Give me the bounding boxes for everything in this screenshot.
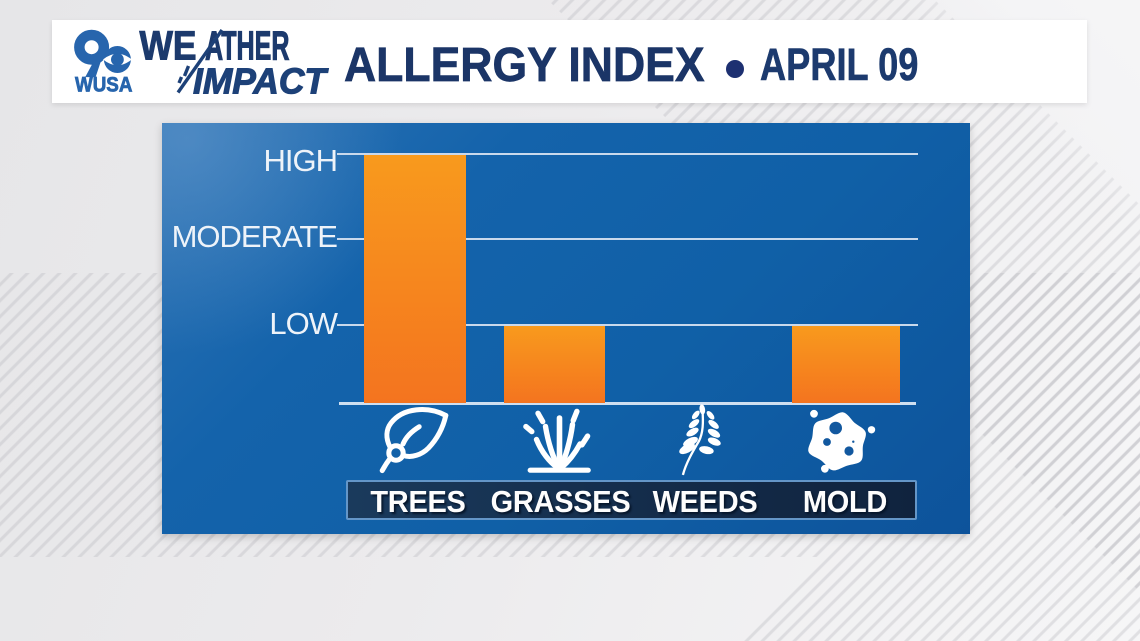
svg-text:IMPACT: IMPACT — [193, 60, 329, 101]
svg-text:WUSA: WUSA — [75, 74, 132, 97]
svg-text:WE: WE — [140, 25, 197, 68]
